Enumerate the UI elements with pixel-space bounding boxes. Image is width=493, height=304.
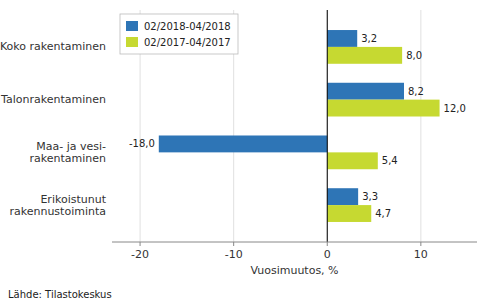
bar — [159, 135, 327, 152]
grid — [140, 10, 421, 242]
bar — [327, 83, 404, 100]
tick-mark — [140, 242, 141, 246]
zero-line — [327, 10, 328, 242]
tick-label: 0 — [324, 248, 331, 261]
data-label: 3,2 — [361, 33, 377, 44]
bar — [327, 100, 439, 117]
tick-label: -10 — [225, 248, 243, 261]
legend-label: 02/2017-04/2017 — [144, 37, 231, 48]
bar — [327, 30, 357, 47]
data-label: 3,3 — [362, 191, 378, 202]
legend-swatch — [126, 37, 138, 47]
bar — [327, 205, 371, 222]
category-label: Koko rakentaminen — [0, 40, 106, 53]
tick-mark — [327, 242, 328, 246]
tick-mark — [420, 242, 421, 246]
data-label: 8,0 — [406, 50, 422, 61]
axis-label: Vuosimuutos, % — [250, 264, 338, 277]
bar — [327, 188, 358, 205]
axis-line — [112, 242, 477, 243]
grid-line — [420, 10, 421, 242]
y-axis: Erikoistunutrakennustoiminta Maa- ja vesi… — [0, 40, 107, 217]
tick-label: -20 — [131, 248, 149, 261]
legend-frame — [120, 14, 238, 54]
tick-mark — [233, 242, 234, 246]
category-label: Maa- ja vesi-rakentaminen — [29, 140, 106, 165]
category-label: Talonrakentaminen — [0, 93, 106, 106]
footnote: Lähde: Tilastokeskus — [8, 289, 112, 300]
data-label: -18,0 — [129, 138, 155, 149]
data-label: 12,0 — [444, 103, 466, 114]
legend-label: 02/2018-04/2018 — [144, 21, 231, 32]
chart: 3,3 -18,0 8,2 3,2 4,7 5,4 12,0 8,0 -20 -10 0 10 Vuos… — [0, 0, 493, 304]
grid-line — [327, 10, 328, 242]
category-label: Erikoistunutrakennustoiminta — [9, 193, 106, 218]
legend-swatch — [126, 21, 138, 31]
bar — [327, 47, 402, 64]
bar — [327, 152, 378, 169]
tick-label: 10 — [414, 248, 428, 261]
data-labels: 3,3 -18,0 8,2 3,2 4,7 5,4 12,0 8,0 — [129, 33, 466, 219]
bars — [159, 30, 440, 222]
data-label: 5,4 — [382, 155, 398, 166]
legend: 02/2018-04/2018 02/2017-04/2017 — [120, 14, 238, 54]
x-axis: -20 -10 0 10 Vuosimuutos, % — [112, 242, 477, 277]
data-label: 4,7 — [375, 208, 391, 219]
data-label: 8,2 — [408, 86, 424, 97]
